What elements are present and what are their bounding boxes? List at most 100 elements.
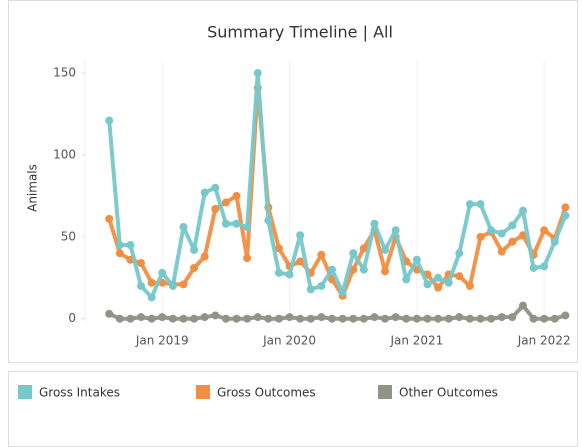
data-point — [158, 313, 167, 322]
data-point — [518, 301, 527, 310]
data-point — [497, 229, 506, 238]
data-point — [391, 313, 400, 322]
data-point — [561, 203, 570, 212]
data-point — [190, 263, 199, 272]
data-point — [487, 226, 496, 235]
data-point — [412, 255, 421, 264]
data-point — [529, 314, 538, 323]
data-point — [540, 314, 549, 323]
data-point — [274, 244, 283, 253]
data-point — [497, 247, 506, 256]
data-point — [370, 219, 379, 228]
data-point — [221, 314, 230, 323]
data-point — [317, 281, 326, 290]
data-point — [221, 219, 230, 228]
data-point — [381, 245, 390, 254]
data-point — [232, 191, 241, 200]
data-point — [158, 268, 167, 277]
data-point — [200, 252, 209, 261]
data-point — [349, 249, 358, 258]
data-point — [147, 293, 156, 302]
data-point — [232, 219, 241, 228]
y-tick-label: 50 — [61, 229, 76, 243]
data-point — [137, 259, 146, 268]
data-point — [338, 288, 347, 297]
data-point — [253, 69, 262, 78]
y-axis-label: Animals — [26, 164, 40, 212]
data-point — [179, 314, 188, 323]
series-line — [107, 71, 568, 300]
legend-label: Gross Outcomes — [217, 386, 316, 400]
data-point — [328, 314, 336, 323]
data-point — [126, 241, 135, 250]
legend-swatch — [18, 385, 32, 399]
x-tick-label: Jan 2020 — [262, 334, 316, 348]
data-point — [200, 313, 209, 322]
data-point — [402, 314, 411, 323]
data-point — [518, 206, 527, 215]
data-point — [115, 314, 124, 323]
data-point — [306, 285, 315, 294]
data-point — [296, 231, 305, 240]
data-point — [147, 314, 156, 323]
data-point — [444, 314, 453, 323]
data-point — [359, 314, 368, 323]
data-point — [264, 314, 273, 323]
data-point — [465, 314, 474, 323]
data-point — [285, 313, 294, 322]
data-point — [115, 249, 124, 258]
data-point — [232, 314, 241, 323]
data-point — [508, 237, 517, 246]
data-point — [476, 200, 485, 209]
data-point — [370, 313, 379, 322]
data-point — [147, 278, 156, 287]
data-point — [221, 198, 230, 207]
data-point — [434, 273, 443, 282]
data-point — [253, 313, 262, 322]
data-point — [179, 280, 188, 289]
legend-label: Gross Intakes — [39, 386, 120, 400]
data-point — [540, 226, 549, 235]
x-tick-label: Jan 2021 — [389, 334, 443, 348]
data-point — [105, 309, 114, 318]
y-tick-label: 150 — [53, 66, 76, 80]
data-point — [264, 216, 273, 225]
data-point — [137, 281, 146, 290]
data-point — [444, 278, 453, 287]
data-point — [359, 244, 368, 253]
data-point — [243, 254, 252, 263]
data-point — [211, 311, 220, 320]
chart-frame — [8, 0, 578, 363]
legend-label: Other Outcomes — [399, 386, 498, 400]
data-point — [476, 232, 485, 241]
data-point — [550, 237, 559, 246]
data-point — [423, 314, 432, 323]
data-point — [296, 314, 305, 323]
chart-title: Summary Timeline | All — [207, 23, 393, 42]
data-point — [465, 281, 474, 290]
data-point — [285, 270, 294, 279]
data-point — [381, 314, 390, 323]
data-point — [126, 314, 135, 323]
data-point — [338, 314, 347, 323]
data-point — [179, 223, 188, 232]
legend-frame — [8, 371, 578, 447]
data-point — [412, 314, 421, 323]
data-point — [211, 183, 220, 192]
data-point — [391, 226, 400, 235]
data-point — [540, 262, 549, 271]
data-point — [529, 263, 538, 272]
data-point — [274, 268, 283, 277]
x-tick-label: Jan 2022 — [517, 334, 571, 348]
data-point — [508, 313, 517, 322]
data-point — [518, 231, 527, 240]
data-point — [402, 275, 411, 284]
data-point — [423, 280, 432, 289]
data-point — [465, 200, 474, 209]
data-point — [190, 245, 199, 254]
data-point — [349, 314, 358, 323]
data-point — [137, 313, 146, 322]
data-point — [487, 314, 496, 323]
data-point — [306, 314, 315, 323]
